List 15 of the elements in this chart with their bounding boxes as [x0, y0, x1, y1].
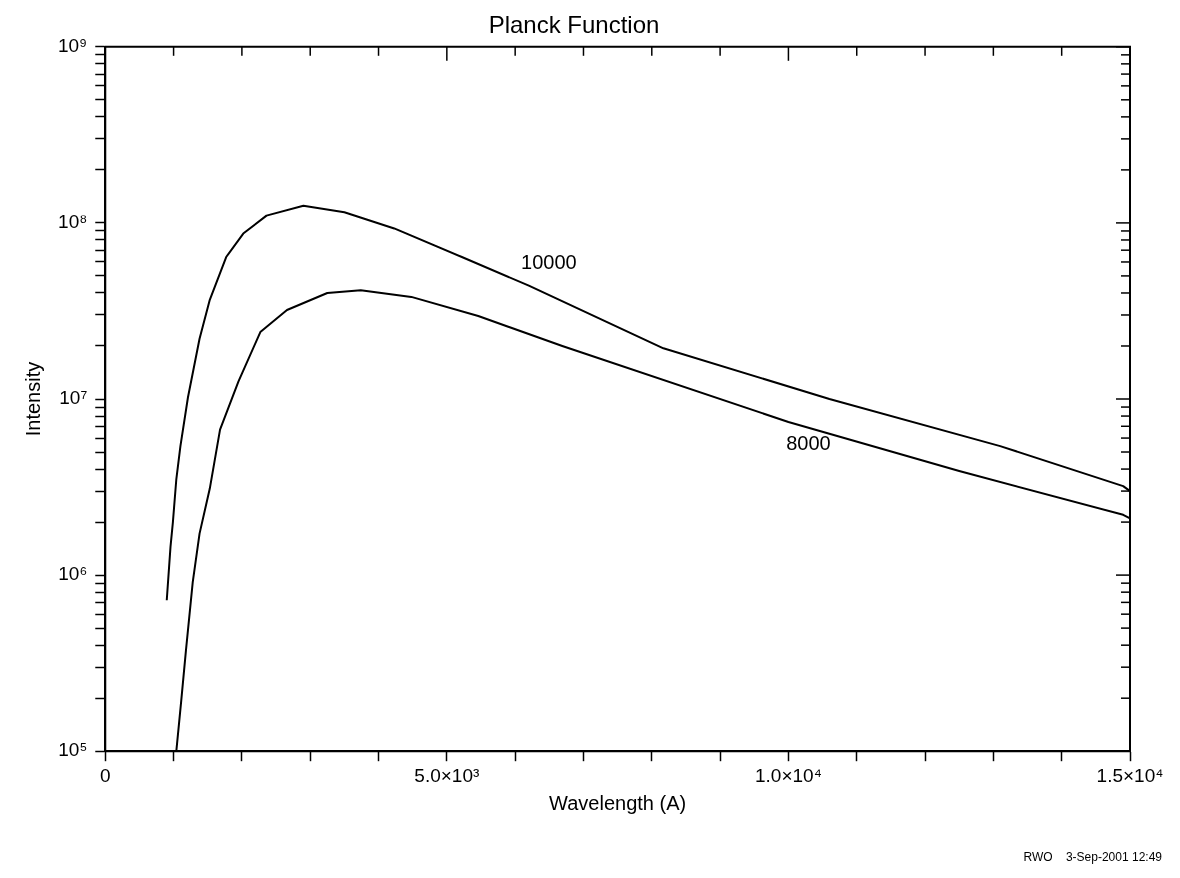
y-axis-title: Intensity: [21, 361, 44, 437]
y-tick-label: 10⁸: [58, 211, 88, 233]
text: RWO 3-Sep-2001 12:49: [1023, 850, 1163, 865]
y-tick-label: 10⁹: [57, 35, 88, 57]
x-axis-title: Wavelength (A): [549, 791, 687, 814]
y-tick-label: 10⁶: [58, 563, 88, 585]
y-tick-label: 10⁵: [58, 739, 88, 761]
x-tick-label: 1.0×10⁴: [755, 764, 822, 786]
series-label: 8000: [786, 431, 831, 454]
x-tick-label: 1.5×10⁴: [1096, 764, 1164, 786]
series-label: 10000: [521, 251, 577, 274]
x-tick-label: 0: [99, 764, 111, 786]
x-tick-label: 5.0×10³: [414, 764, 480, 786]
y-tick-label: 10⁷: [59, 387, 88, 409]
chart-title: Planck Function: [488, 11, 660, 39]
